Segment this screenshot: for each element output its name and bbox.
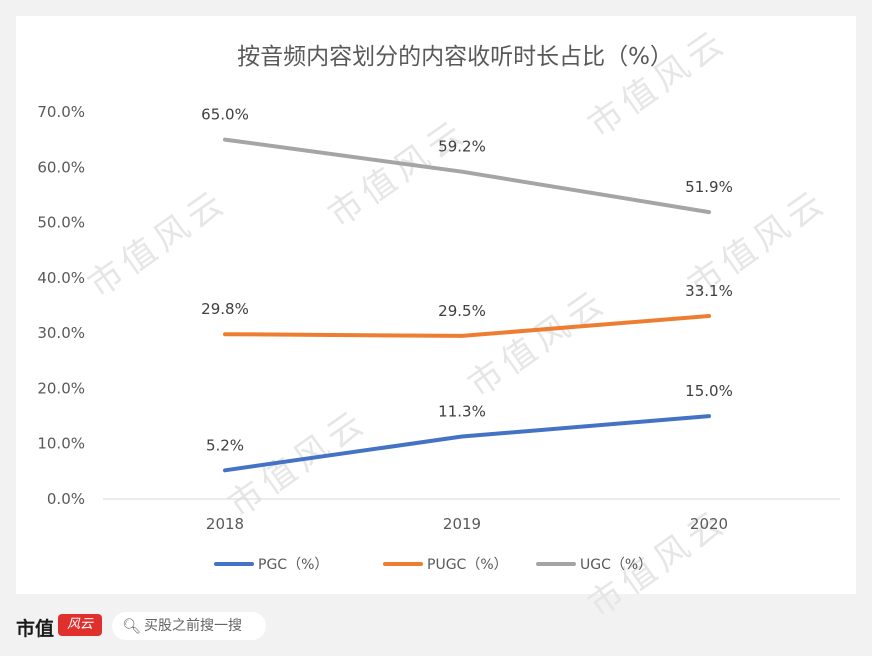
y-tick-label: 50.0% <box>37 214 85 232</box>
data-label: 51.9% <box>685 178 733 196</box>
brand-logo-badge: 风云 <box>58 614 102 636</box>
y-tick-label: 40.0% <box>37 269 85 287</box>
data-label: 15.0% <box>685 382 733 400</box>
y-tick-label: 20.0% <box>37 379 85 397</box>
line-chart: 按音频内容划分的内容收听时长占比（%） 0.0% 10.0% 20.0% 30.0% 4… <box>37 44 840 573</box>
search-placeholder: 买股之前搜一搜 <box>144 618 242 634</box>
data-label: 29.8% <box>201 300 249 318</box>
y-tick-label: 10.0% <box>37 435 85 453</box>
chart-title: 按音频内容划分的内容收听时长占比（%） <box>237 44 673 70</box>
data-label: 29.5% <box>438 302 486 320</box>
brand-logo-text: 市值 <box>16 618 55 640</box>
series-line <box>223 137 711 215</box>
x-tick-label: 2018 <box>206 515 244 533</box>
data-label: 59.2% <box>438 138 486 156</box>
data-label: 33.1% <box>685 282 733 300</box>
series-line <box>223 314 711 338</box>
y-tick-label: 30.0% <box>37 324 85 342</box>
search-box[interactable]: 🔍︎ 买股之前搜一搜 <box>112 612 266 640</box>
x-tick-label: 2019 <box>443 515 481 533</box>
y-tick-label: 70.0% <box>37 103 85 121</box>
y-tick-label: 0.0% <box>47 490 85 508</box>
y-tick-label: 60.0% <box>37 158 85 176</box>
legend-label: PGC（%） <box>258 557 328 573</box>
legend-label: PUGC（%） <box>427 557 508 573</box>
data-label: 65.0% <box>201 106 249 124</box>
data-label: 5.2% <box>206 436 244 454</box>
search-icon: 🔍︎ <box>122 617 142 635</box>
legend-label: UGC（%） <box>580 557 652 573</box>
data-label: 11.3% <box>438 403 486 421</box>
footer-bar: 市值 风云 🔍︎ 买股之前搜一搜 <box>0 596 872 656</box>
x-tick-label: 2020 <box>690 515 728 533</box>
series-line <box>223 414 711 473</box>
chart-card: 市值风云 市值风云 市值风云 市值风云 市值风云 市值风云 市值风云 按音频内容… <box>16 16 856 626</box>
